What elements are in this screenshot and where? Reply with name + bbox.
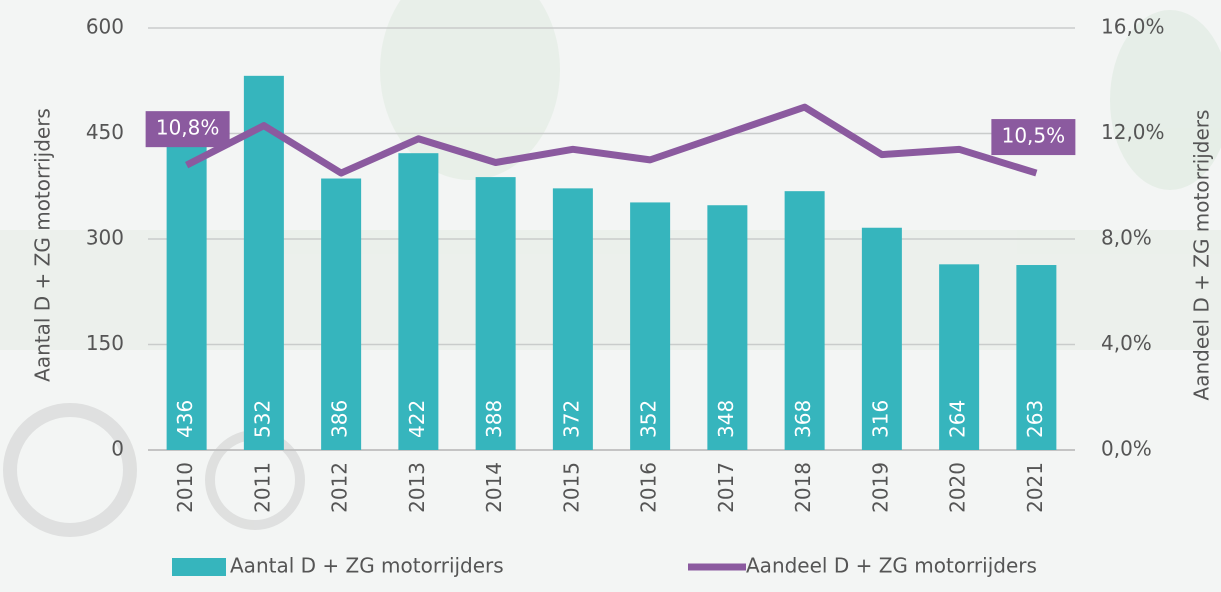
y2-tick-label: 4,0% (1101, 331, 1152, 355)
bar (939, 264, 980, 450)
x-tick-label: 2019 (868, 462, 892, 513)
x-tick-label: 2012 (328, 462, 352, 513)
bar (630, 202, 671, 450)
bar-value-label: 352 (637, 400, 661, 438)
data-label-box (145, 111, 230, 148)
x-tick-label: 2010 (173, 462, 197, 513)
y-tick-label: 600 (86, 15, 124, 39)
bar-value-label: 348 (714, 400, 738, 438)
bar-value-label: 436 (173, 400, 197, 438)
y2-tick-label: 12,0% (1101, 120, 1165, 144)
bar (243, 75, 284, 451)
legend-label: Aantal D + ZG motorrijders (230, 554, 504, 578)
x-tick-label: 2015 (559, 462, 583, 513)
line-value-label: 10,8% (156, 116, 220, 140)
x-tick-label: 2020 (946, 462, 970, 513)
legend-swatch (172, 558, 226, 576)
x-tick-label: 2018 (791, 462, 815, 513)
bar (861, 227, 902, 450)
y-tick-label: 0 (111, 437, 124, 461)
bar (1016, 265, 1057, 450)
bar-value-label: 422 (405, 400, 429, 438)
bar-value-label: 386 (328, 400, 352, 438)
y-tick-label: 150 (86, 331, 124, 355)
y-axis-title: Aantal D + ZG motorrijders (31, 108, 55, 382)
y2-tick-label: 16,0% (1101, 15, 1165, 39)
x-tick-label: 2021 (1023, 462, 1047, 513)
bar-value-label: 368 (791, 400, 815, 438)
bar (166, 143, 207, 450)
y2-axis-title: Aandeel D + ZG motorrijders (1190, 110, 1214, 401)
bar-value-label: 316 (868, 400, 892, 438)
y-tick-label: 300 (86, 226, 124, 250)
y2-tick-label: 0,0% (1101, 437, 1152, 461)
x-tick-label: 2011 (250, 462, 274, 513)
bar (475, 177, 516, 450)
line (185, 103, 1038, 177)
bar-value-label: 263 (1023, 400, 1047, 438)
data-label-box (991, 119, 1076, 156)
bar (398, 153, 439, 450)
bar (552, 188, 593, 451)
y2-tick-label: 8,0% (1101, 226, 1152, 250)
bar (784, 191, 825, 450)
x-tick-label: 2016 (637, 462, 661, 513)
bar (321, 178, 362, 450)
bar (707, 205, 748, 450)
bar-value-label: 388 (482, 400, 506, 438)
bar-value-label: 532 (250, 400, 274, 438)
y-tick-label: 450 (86, 120, 124, 144)
x-tick-label: 2014 (482, 462, 506, 513)
x-tick-label: 2013 (405, 462, 429, 513)
bar-value-label: 264 (946, 400, 970, 438)
bar-value-label: 372 (559, 400, 583, 438)
x-tick-label: 2017 (714, 462, 738, 513)
legend-label: Aandeel D + ZG motorrijders (746, 554, 1037, 578)
line-value-label: 10,5% (1002, 124, 1066, 148)
